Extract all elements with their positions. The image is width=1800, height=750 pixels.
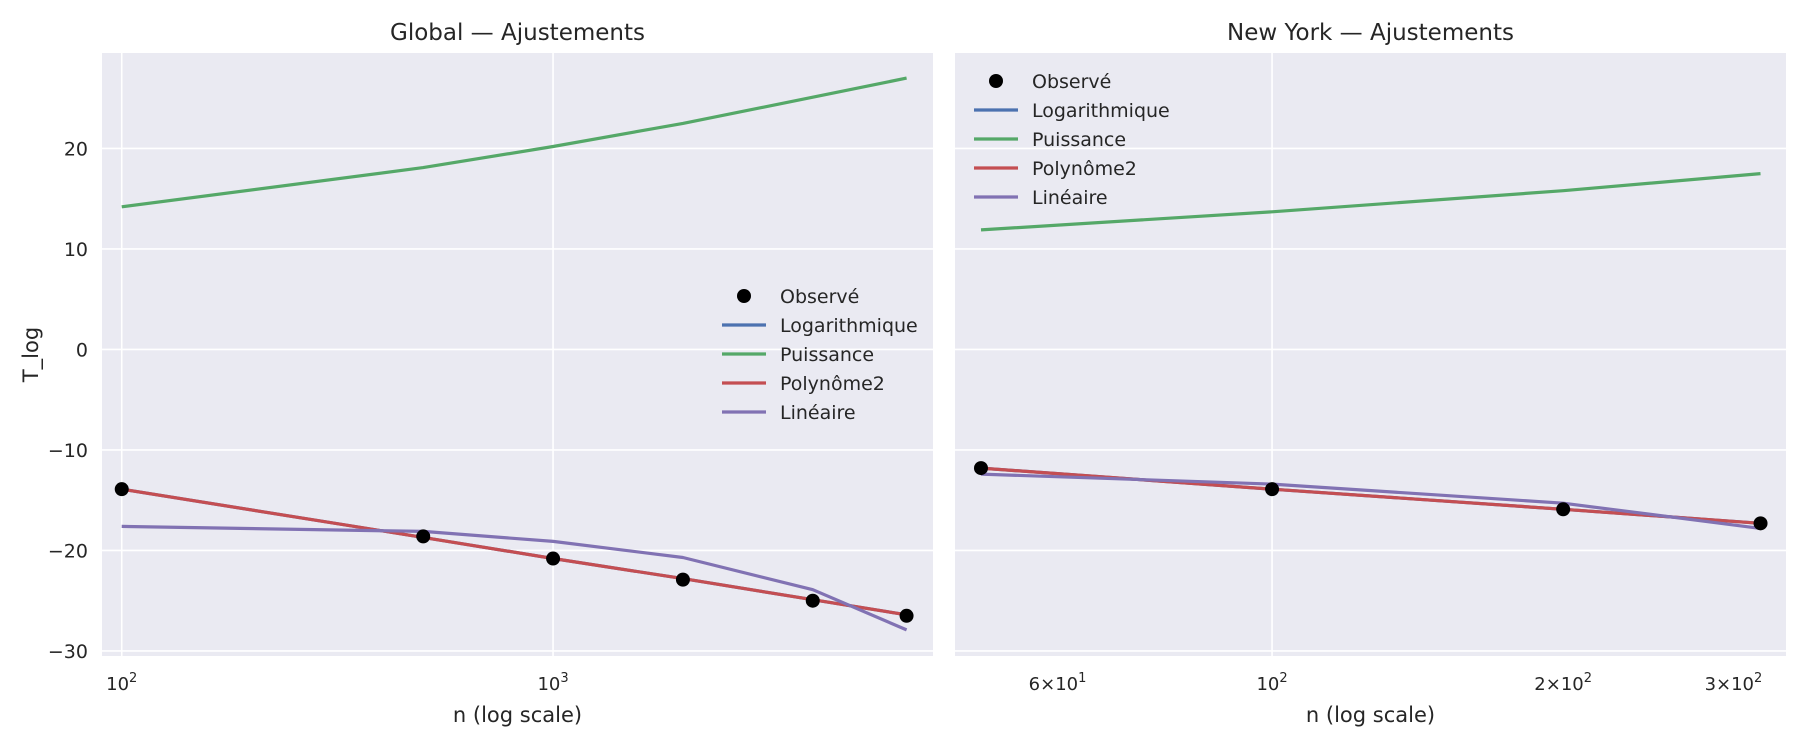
legend-label: Linéaire bbox=[1032, 187, 1108, 209]
observed-point bbox=[1753, 516, 1768, 531]
observed-point bbox=[416, 529, 431, 544]
observed-point bbox=[973, 461, 988, 476]
series-line-puissance bbox=[121, 76, 907, 209]
legend-marker-observed bbox=[737, 289, 751, 303]
x-tick-label: 103 bbox=[537, 671, 568, 695]
observed-point bbox=[546, 551, 561, 566]
legend-label: Observé bbox=[1032, 71, 1111, 93]
series-line-lin-aire bbox=[980, 472, 1761, 530]
y-tick-label: 0 bbox=[76, 339, 88, 361]
chart-title: Global — Ajustements bbox=[390, 20, 645, 46]
y-axis-label: T_log bbox=[19, 327, 44, 383]
x-tick-label: 102 bbox=[106, 671, 137, 695]
legend-label: Logarithmique bbox=[1032, 100, 1170, 122]
legend-label: Logarithmique bbox=[780, 315, 918, 337]
series-line-puissance bbox=[980, 172, 1761, 232]
y-tick-label: 20 bbox=[64, 138, 88, 160]
panel-new-york: New York — Ajustements n (log scale) 6×101… bbox=[955, 20, 1786, 727]
legend-label: Polynôme2 bbox=[780, 373, 885, 395]
legend-label: Polynôme2 bbox=[1032, 158, 1137, 180]
legend: Observé Logarithmique Puissance Polynôme2 Li… bbox=[722, 286, 918, 424]
series-line-lin-aire bbox=[121, 524, 908, 632]
legend-label: Puissance bbox=[1032, 129, 1126, 151]
x-axis-label: n (log scale) bbox=[1306, 703, 1435, 727]
panel-global: Global — Ajustements n (log scale) T_log −3… bbox=[19, 20, 933, 727]
y-tick-label: −10 bbox=[48, 440, 88, 462]
legend-label: Linéaire bbox=[780, 402, 856, 424]
x-tick-label: 6×101 bbox=[1029, 671, 1087, 695]
legend-marker-observed bbox=[989, 74, 1003, 88]
observed-point bbox=[805, 593, 820, 608]
y-tick-label: −30 bbox=[48, 641, 88, 663]
x-axis-label: n (log scale) bbox=[453, 703, 582, 727]
y-tick-label: 10 bbox=[64, 239, 88, 261]
y-tick-label: −20 bbox=[48, 540, 88, 562]
observed-point bbox=[1265, 482, 1280, 497]
legend-label: Puissance bbox=[780, 344, 874, 366]
legend-label: Observé bbox=[780, 286, 859, 308]
legend: Observé Logarithmique Puissance Polynôme2 Li… bbox=[974, 71, 1170, 209]
observed-point bbox=[675, 572, 690, 587]
observed-point bbox=[1556, 502, 1571, 517]
chart-title: New York — Ajustements bbox=[1227, 20, 1514, 46]
x-tick-label: 2×102 bbox=[1534, 671, 1592, 695]
x-tick-label: 102 bbox=[1256, 671, 1287, 695]
x-tick-label: 3×102 bbox=[1705, 671, 1763, 695]
observed-point bbox=[899, 608, 914, 623]
observed-point bbox=[114, 482, 129, 497]
plot-area bbox=[955, 53, 1786, 656]
